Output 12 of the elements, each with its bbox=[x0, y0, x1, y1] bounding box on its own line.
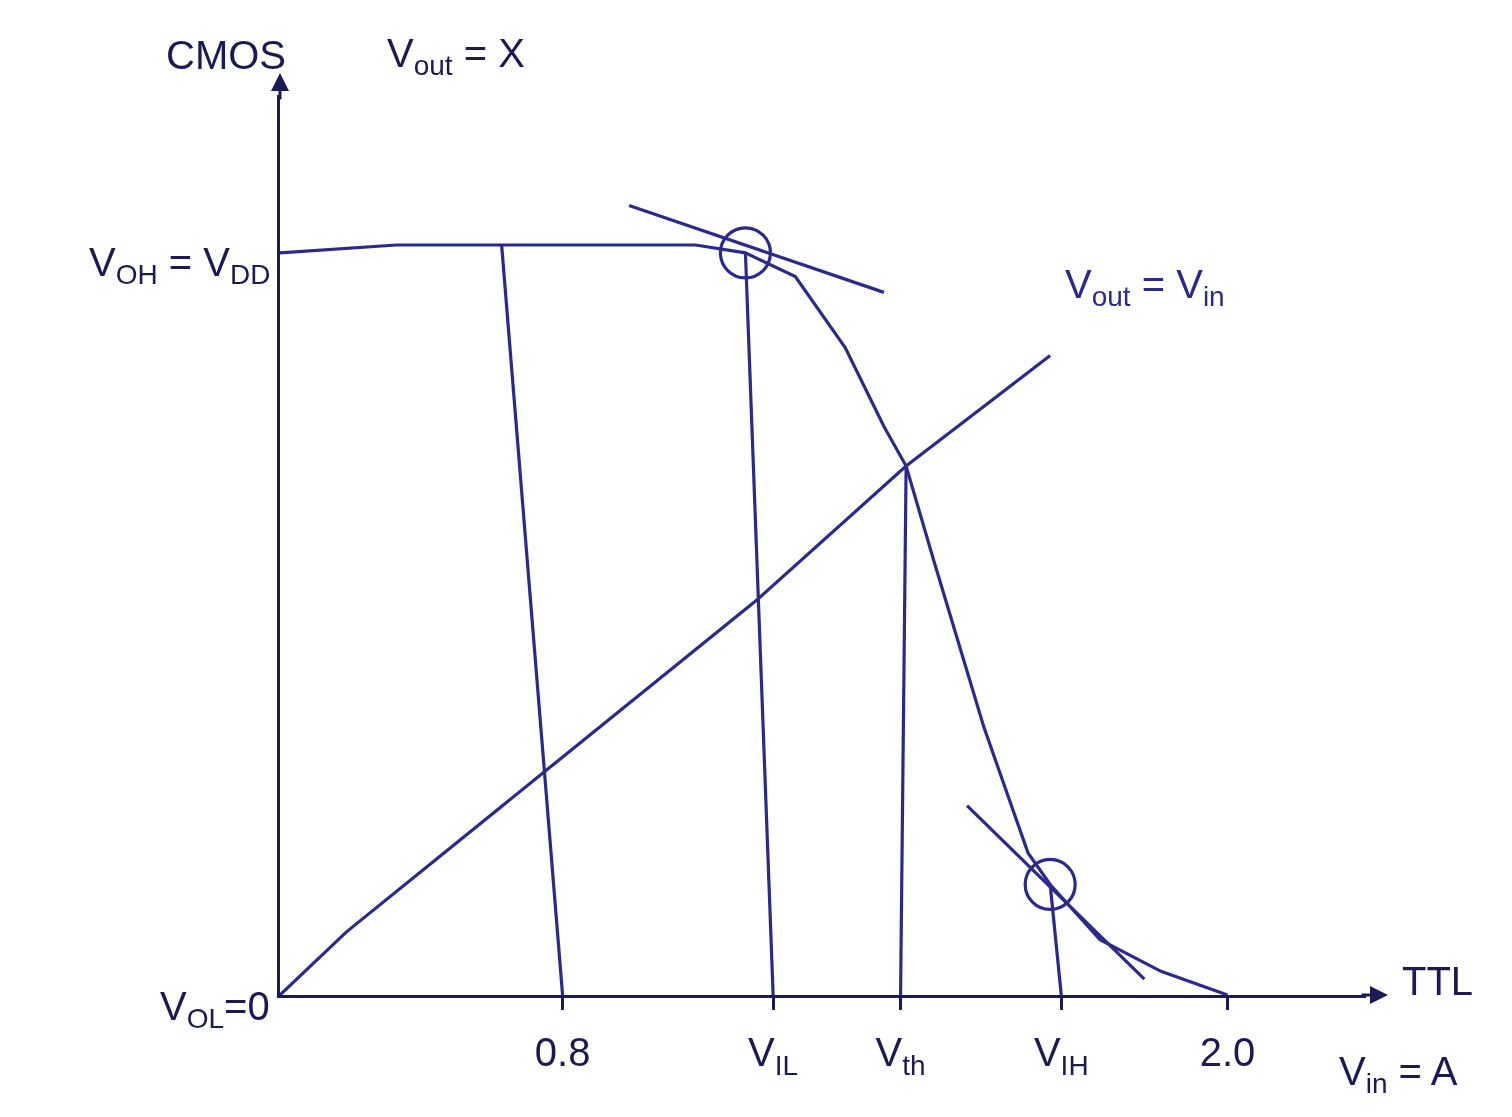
annotation: V$_{OH}$ = V$_{DD}$ bbox=[89, 240, 271, 291]
series-label: V$_{out}$ = V$_{in}$ bbox=[1065, 262, 1225, 313]
y-axis-title: V$_{out}$ = X bbox=[387, 31, 525, 82]
x-axis-title: V$_{in}$ = A bbox=[1339, 1049, 1458, 1100]
text: CMOS bbox=[166, 33, 286, 77]
x-tick-label: V$_{th}$ bbox=[875, 1030, 926, 1081]
x-tick-label: 2.0 bbox=[1199, 1030, 1256, 1075]
x-tick-label: V$_{IL}$ bbox=[748, 1030, 799, 1081]
x-tick-label: 0.8 bbox=[534, 1030, 591, 1075]
text: TTL bbox=[1402, 959, 1474, 1003]
x-tick-label: V$_{IH}$ bbox=[1033, 1030, 1089, 1081]
annotation: V$_{OL}$=0 bbox=[160, 984, 270, 1035]
